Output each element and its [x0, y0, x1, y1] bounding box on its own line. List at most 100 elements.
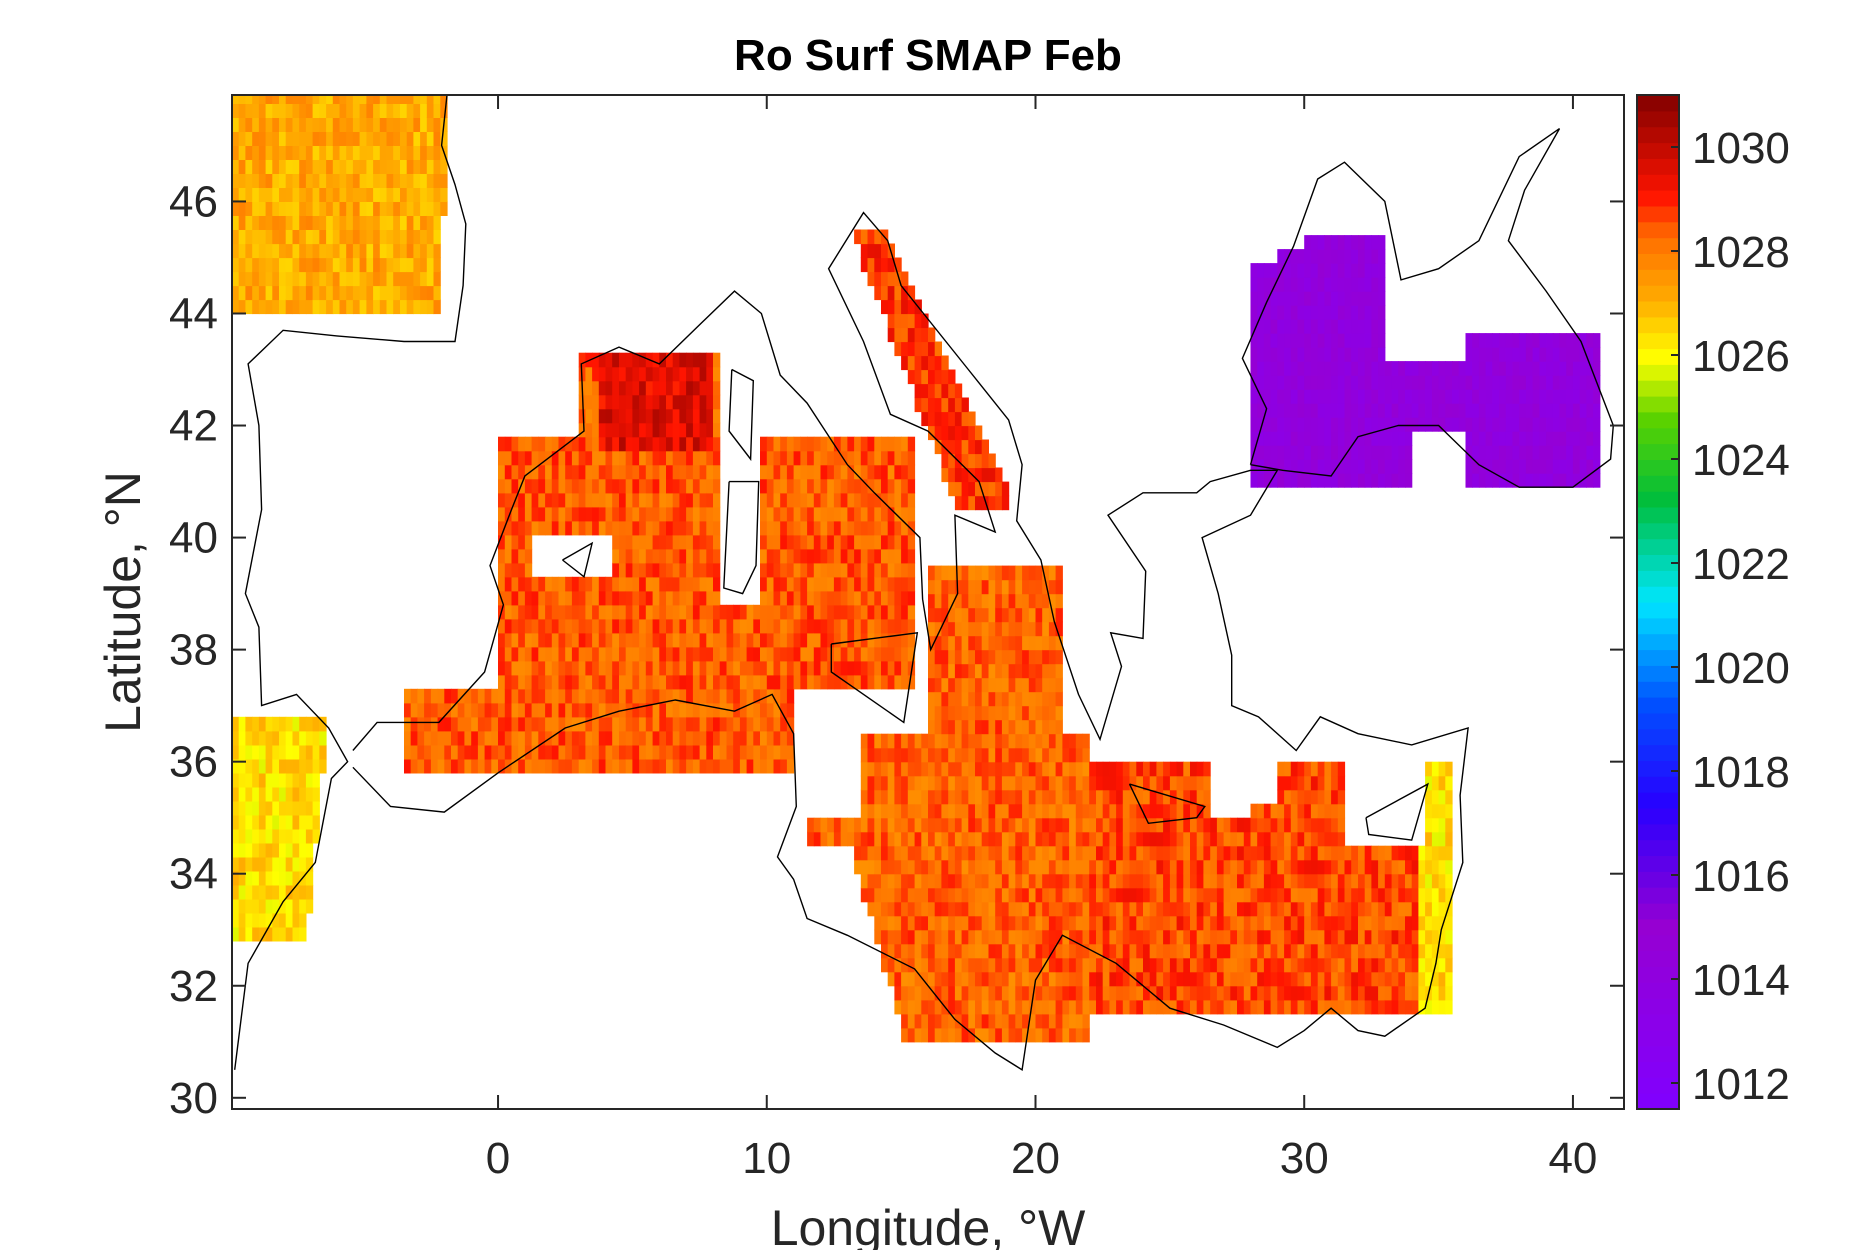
heatmap-cell — [258, 285, 267, 301]
heatmap-cell — [1237, 873, 1245, 889]
coastline-path — [562, 541, 594, 579]
heatmap-cell — [1364, 403, 1372, 418]
heatmap-cell — [1116, 943, 1124, 959]
heatmap-cell — [299, 145, 307, 160]
heatmap-cell — [1398, 999, 1406, 1015]
heatmap-cell — [272, 730, 280, 746]
heatmap-cell — [1169, 761, 1178, 777]
heatmap-cell — [1586, 361, 1594, 376]
heatmap-cell — [639, 436, 647, 452]
heatmap-cell — [639, 464, 647, 480]
heatmap-cell — [1485, 361, 1493, 376]
heatmap-cell — [285, 271, 293, 287]
heatmap-cell — [1055, 607, 1063, 623]
heatmap-cell — [1277, 263, 1285, 278]
heatmap-cell — [1324, 775, 1332, 791]
heatmap-cell — [928, 649, 936, 665]
heatmap-cell — [1250, 915, 1258, 931]
heatmap-cell — [894, 285, 902, 301]
heatmap-cell — [245, 758, 253, 774]
heatmap-cell — [272, 257, 280, 273]
heatmap-cell — [238, 159, 246, 174]
heatmap-cell — [961, 495, 969, 511]
heatmap-cell — [1096, 803, 1104, 819]
colorbar-segment — [1637, 871, 1679, 888]
heatmap-cell — [238, 870, 246, 886]
heatmap-cell — [652, 366, 660, 382]
heatmap-cell — [901, 761, 909, 777]
heatmap-cell — [672, 506, 680, 522]
heatmap-cell — [632, 548, 640, 564]
heatmap-cell — [746, 730, 754, 746]
heatmap-cell — [612, 618, 620, 634]
heatmap-cell — [258, 884, 267, 900]
heatmap-cell — [1210, 943, 1218, 959]
heatmap-cell — [417, 730, 425, 746]
heatmap-cell — [1344, 347, 1352, 362]
heatmap-cell — [1055, 901, 1063, 917]
heatmap-cell — [988, 663, 996, 679]
heatmap-cell — [417, 716, 425, 732]
colorbar-segment — [1637, 1045, 1679, 1062]
heatmap-cell — [625, 618, 633, 634]
heatmap-cell — [1028, 719, 1037, 735]
heatmap-cell — [292, 173, 300, 188]
heatmap-cell — [639, 716, 647, 732]
heatmap-cell — [1270, 943, 1278, 959]
heatmap-cell — [1304, 999, 1312, 1015]
heatmap-cell — [545, 674, 553, 690]
heatmap-cell — [1398, 859, 1406, 875]
heatmap-cell — [773, 604, 781, 620]
heatmap-cell — [1310, 775, 1319, 791]
heatmap-cell — [995, 943, 1003, 959]
heatmap-cell — [1317, 775, 1325, 791]
heatmap-cell — [1492, 347, 1500, 362]
heatmap-cell — [773, 548, 781, 564]
heatmap-cell — [901, 943, 909, 959]
heatmap-cell — [739, 758, 748, 774]
heatmap-cell — [1015, 831, 1023, 847]
heatmap-cell — [914, 873, 922, 889]
heatmap-cell — [1378, 235, 1386, 250]
heatmap-cell — [780, 506, 788, 522]
heatmap-cell — [874, 271, 882, 287]
heatmap-cell — [928, 789, 936, 805]
heatmap-cell — [1505, 459, 1514, 474]
heatmap-cell — [894, 450, 902, 466]
heatmap-cell — [484, 688, 492, 704]
heatmap-cell — [1290, 789, 1299, 805]
heatmap-cell — [625, 646, 633, 662]
heatmap-cell — [760, 562, 768, 578]
heatmap-cell — [632, 352, 640, 368]
heatmap-cell — [820, 548, 828, 564]
heatmap-cell — [319, 187, 327, 202]
heatmap-cell — [981, 733, 989, 749]
heatmap-cell — [995, 1013, 1003, 1029]
heatmap-cell — [1015, 1027, 1023, 1043]
heatmap-cell — [1035, 817, 1043, 833]
heatmap-cell — [1048, 929, 1057, 945]
heatmap-cell — [1566, 389, 1574, 404]
heatmap-cell — [1378, 845, 1386, 861]
heatmap-cell — [1237, 901, 1245, 917]
heatmap-cell — [968, 1027, 976, 1043]
heatmap-cell — [1203, 831, 1211, 847]
heatmap-cell — [874, 534, 882, 550]
heatmap-cell — [352, 215, 361, 230]
heatmap-cell — [1351, 403, 1359, 418]
heatmap-cell — [1384, 473, 1393, 488]
heatmap-cell — [961, 663, 969, 679]
heatmap-cell — [1371, 859, 1379, 875]
heatmap-cell — [1351, 887, 1359, 903]
heatmap-cell — [914, 845, 922, 861]
heatmap-cell — [272, 856, 280, 872]
heatmap-cell — [1364, 873, 1372, 889]
heatmap-cell — [545, 590, 553, 606]
heatmap-cell — [1001, 775, 1010, 791]
heatmap-cell — [881, 464, 889, 480]
heatmap-cell — [605, 660, 613, 676]
heatmap-cell — [1035, 691, 1043, 707]
heatmap-cell — [639, 660, 647, 676]
heatmap-cell — [1055, 1027, 1063, 1043]
heatmap-cell — [928, 369, 936, 385]
